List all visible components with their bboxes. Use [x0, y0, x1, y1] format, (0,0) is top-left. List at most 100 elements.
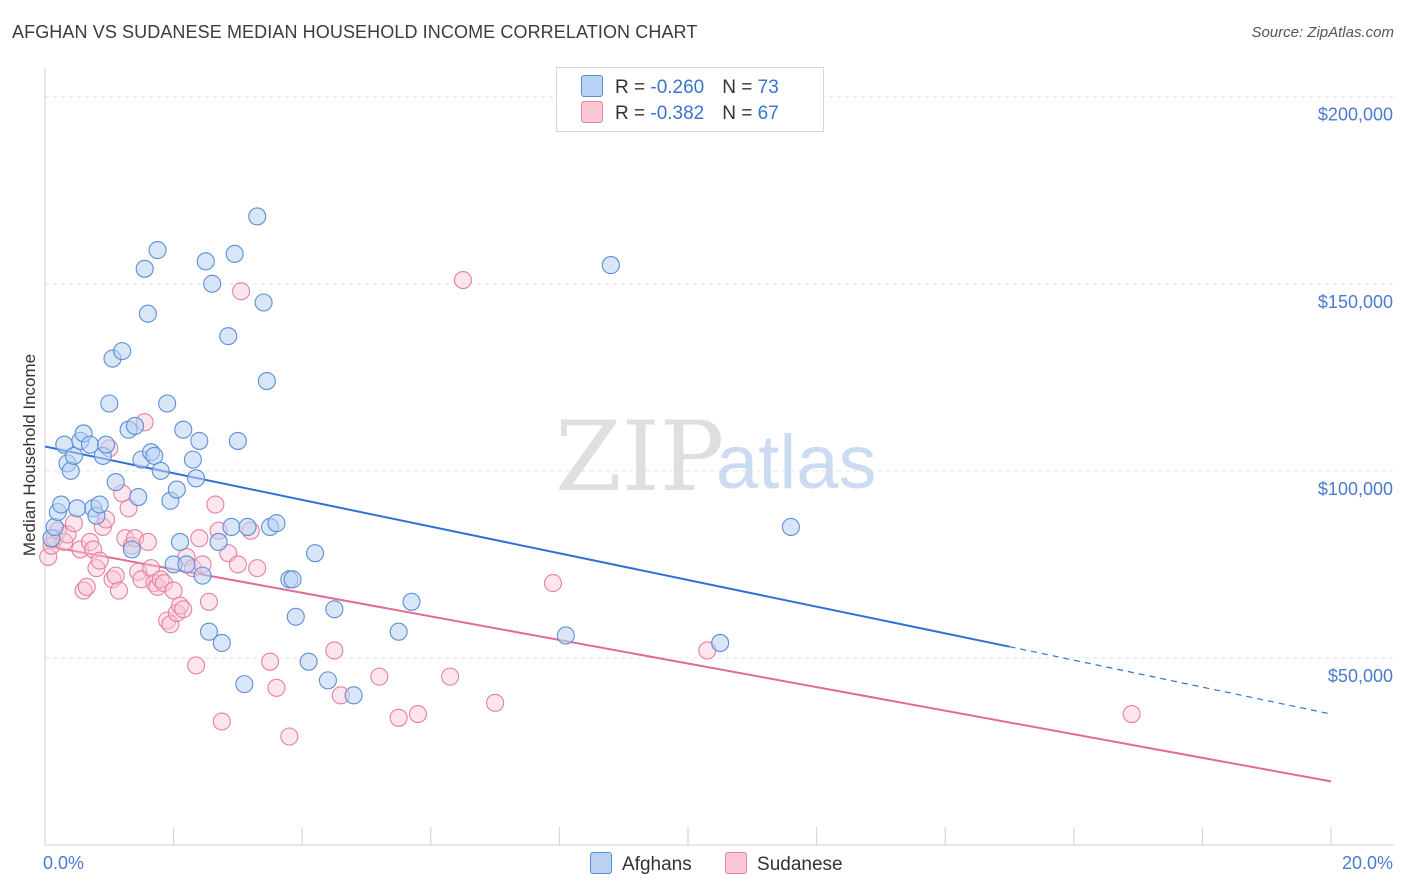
sudanese-point — [389, 708, 408, 727]
sudanese-point — [109, 581, 128, 600]
afghans-point — [318, 671, 337, 690]
sudanese-point — [84, 540, 103, 559]
stats-legend: R = -0.260 N = 73 R = -0.382 N = 67 — [556, 67, 824, 132]
sudanese-point — [161, 615, 180, 634]
sudanese-trend-line — [44, 544, 1332, 783]
y-axis-label: Median Household Income — [20, 354, 39, 556]
afghans-point — [129, 487, 148, 507]
afghans-point — [344, 686, 363, 705]
afghans-point — [219, 327, 238, 346]
sudanese-point — [228, 555, 247, 574]
afghans-point — [193, 566, 212, 585]
afghans-point — [199, 622, 219, 641]
afghans-point — [151, 461, 170, 480]
afghans-point — [286, 607, 305, 626]
sudanese-point — [164, 581, 183, 600]
afghans-trend-extension — [1009, 646, 1332, 715]
y-tick-label-2: $150,000 — [1318, 292, 1393, 312]
legend-row-afghans: R = -0.260 N = 73 — [581, 75, 779, 101]
sudanese-point — [187, 656, 206, 675]
watermark-atlas: atlas — [716, 420, 877, 505]
sudanese-point — [486, 693, 505, 712]
afghans-point — [45, 517, 64, 537]
afghans-point — [52, 495, 71, 514]
sudanese-point — [154, 574, 174, 593]
sudanese-point — [190, 529, 209, 548]
y-tick-label-3: $200,000 — [1318, 105, 1393, 125]
sudanese-point — [64, 514, 83, 533]
y-tick-label-0: $50,000 — [1328, 666, 1393, 686]
afghans-point — [158, 394, 177, 413]
afghans-point — [187, 469, 206, 488]
sudanese-point — [248, 559, 267, 578]
afghans-point — [177, 555, 196, 574]
sudanese-point — [441, 667, 460, 686]
afghans-point — [283, 570, 302, 589]
afghans-n-value: 73 — [757, 77, 779, 98]
x-tick-label-1: 20.0% — [1342, 853, 1393, 873]
sudanese-point — [77, 577, 96, 596]
y-tick-label-1: $100,000 — [1318, 479, 1393, 499]
sudanese-point — [199, 592, 219, 611]
afghans-legend-swatch — [590, 852, 612, 874]
afghans-point — [212, 633, 231, 653]
sudanese-n-label: N = — [722, 103, 758, 124]
sudanese-legend-label: Sudanese — [757, 854, 843, 875]
sudanese-point — [39, 547, 58, 566]
sudanese-point — [280, 727, 299, 746]
sudanese-point — [90, 551, 109, 570]
sudanese-point — [453, 270, 473, 290]
watermark: ZIP atlas — [555, 401, 877, 513]
legend-row-sudanese: R = -0.382 N = 67 — [581, 101, 779, 127]
watermark-zip: ZIP — [555, 401, 724, 513]
afghans-n-label: N = — [722, 77, 758, 98]
sudanese-point — [71, 540, 90, 559]
afghans-r-value: -0.260 — [650, 77, 705, 98]
afghans-point — [64, 446, 83, 465]
afghans-point — [138, 304, 157, 323]
sudanese-point — [106, 566, 125, 585]
sudanese-point — [212, 712, 231, 731]
sudanese-swatch — [581, 101, 603, 123]
afghans-point — [135, 259, 154, 278]
legend-item-afghans[interactable]: Afghans — [590, 852, 692, 876]
afghans-point — [106, 473, 125, 492]
afghans-point — [61, 461, 80, 480]
afghans-point — [190, 431, 209, 450]
afghans-swatch — [581, 75, 603, 97]
afghans-point — [781, 517, 800, 537]
tick-labels: $50,000 $100,000 $150,000 $200,000 0.0% 20.0% — [43, 105, 1393, 873]
axes — [44, 68, 1394, 846]
afghans-point — [145, 446, 164, 465]
afghans-point — [100, 394, 119, 413]
legend-item-sudanese[interactable]: Sudanese — [725, 852, 843, 876]
afghans-point — [122, 540, 141, 559]
afghans-point — [222, 517, 241, 537]
afghans-point — [267, 514, 286, 533]
sudanese-point — [206, 495, 225, 514]
series-legend: Afghans Sudanese — [590, 852, 871, 876]
sudanese-legend-swatch — [725, 852, 748, 874]
sudanese-point — [174, 600, 193, 619]
sudanese-r-value: -0.382 — [650, 103, 705, 124]
afghans-point — [248, 207, 267, 226]
sudanese-point — [1122, 704, 1141, 724]
afghans-legend-label: Afghans — [622, 854, 692, 875]
afghans-point — [183, 450, 202, 469]
afghans-point — [68, 499, 87, 518]
afghans-point — [556, 626, 575, 645]
afghans-point — [170, 532, 190, 551]
afghans-point — [711, 633, 730, 653]
afghans-point — [196, 252, 215, 271]
sudanese-point — [232, 282, 251, 301]
afghans-point — [203, 274, 222, 293]
afghans-point — [167, 480, 186, 499]
sudanese-point — [543, 574, 563, 593]
afghans-point — [257, 372, 276, 391]
afghans-point — [174, 420, 193, 439]
sudanese-point — [267, 678, 286, 697]
afghans-point — [97, 435, 116, 454]
trend-lines — [44, 445, 1332, 783]
sudanese-point — [138, 532, 157, 551]
